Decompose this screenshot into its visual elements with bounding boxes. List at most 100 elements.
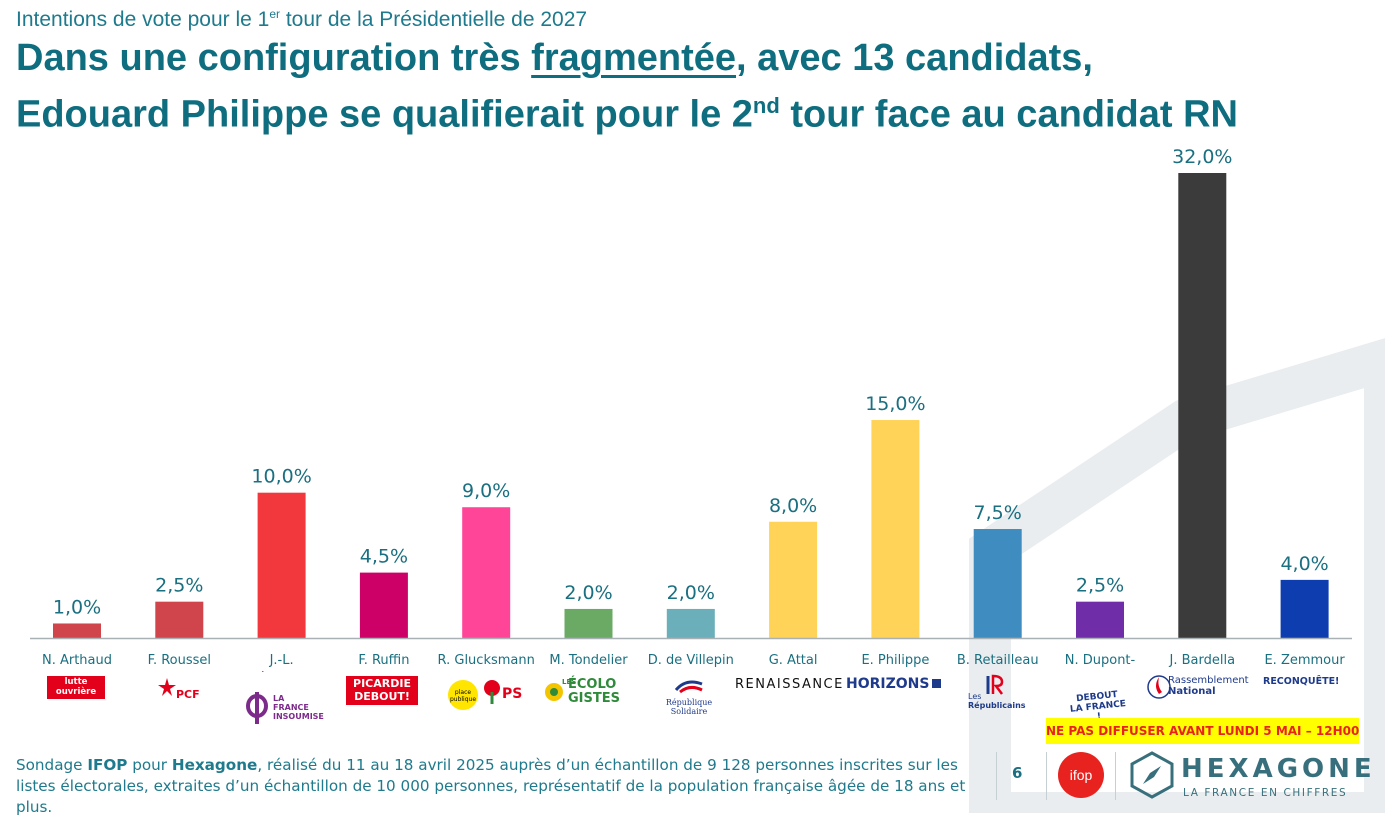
category-label-13: E. Zemmour (1264, 653, 1345, 668)
category-label-3: J.-L. (269, 653, 294, 668)
category-label-1: N. Arthaud (42, 653, 112, 668)
value-label-12: 32,0% (1172, 146, 1232, 168)
lutte-ouvriere-logo: lutte ouvrière (47, 676, 105, 699)
hexagone-tagline: LA FRANCE EN CHIFFRES (1183, 787, 1348, 799)
bar-10 (973, 529, 1022, 638)
sunflower-icon (545, 683, 563, 701)
value-label-1: 1,0% (53, 596, 101, 618)
rassemblement-national-logo: Rassemblement National (1146, 672, 1258, 704)
bar-11 (1076, 601, 1124, 638)
value-label-9: 15,0% (865, 393, 925, 415)
category-label-2: F. Roussel (148, 653, 211, 668)
bar-7 (666, 608, 715, 638)
category-label-10: B. Retailleau (957, 653, 1039, 668)
bar-9 (871, 420, 920, 638)
category-label-6: M. Tondelier (549, 653, 628, 668)
bar-chart: 1,0% N. Arthaud 2,5% F. Roussel 10,0% J.-L. Mé… (30, 146, 1352, 672)
category-label-7: D. de Villepin (648, 653, 734, 668)
footer-source: Sondage IFOP pour Hexagone, réalisé du 1… (16, 755, 976, 818)
eco-text-1: ÉCOLO (568, 677, 617, 692)
title-line1-text: Dans une configuration très (16, 37, 532, 79)
value-label-10: 7,5% (974, 502, 1022, 524)
bar-1 (53, 623, 101, 638)
footer-text-3: , réalisé du 11 au 18 avril 2025 auprès … (16, 756, 966, 816)
category-label-11-line-2: Aignan (1077, 671, 1122, 672)
value-label-5: 9,0% (462, 480, 510, 502)
rn-flame-icon (1147, 675, 1171, 699)
picardie-text-2: DEBOUT! (354, 690, 410, 703)
eco-les-text: LES (562, 678, 577, 686)
rn-text-2: National (1168, 686, 1216, 697)
footer-ifop: IFOP (87, 756, 128, 774)
lr-monogram-icon (986, 674, 1004, 695)
title-line-2: Edouard Philippe se qualifierait pour le… (16, 82, 1238, 139)
bar-2 (155, 601, 204, 638)
subtitle-text-end: tour de la Présidentielle de 2027 (280, 8, 588, 31)
bar-3 (257, 492, 306, 638)
lfi-text-1: LA (273, 694, 285, 703)
title-line2-text: Edouard Philippe se qualifierait pour le… (16, 93, 753, 136)
bar-12 (1178, 173, 1227, 638)
value-label-13: 4,0% (1280, 553, 1328, 575)
title-line2-sup: nd (752, 93, 780, 118)
renaissance-text: RENAISSANCE (735, 677, 844, 692)
footer-divider-2 (1046, 752, 1047, 800)
lfi-text-2: FRANCE (273, 703, 309, 712)
les-republicains-logo: Les Républicains (966, 674, 1028, 710)
page-number: 6 (1012, 764, 1023, 782)
category-label-4: F. Ruffin (358, 653, 409, 668)
lo-logo-text: lutte ouvrière (55, 677, 97, 697)
horizons-logo: HORIZONS (846, 676, 942, 692)
republique-solidaire-logo: République Solidaire (662, 678, 716, 718)
rs-text-2: Solidaire (670, 707, 708, 716)
category-label-12: J. Bardella (1169, 653, 1236, 668)
picardie-debout-logo: PICARDIE DEBOUT! (346, 676, 418, 705)
value-label-11: 2,5% (1076, 575, 1124, 597)
hexagone-brand: HEXAGONE (1181, 754, 1376, 784)
subtitle-text: Intentions de vote pour le 1 (16, 8, 270, 31)
bar-5 (462, 507, 511, 638)
chart-title: Dans une configuration très fragmentée, … (16, 34, 1238, 139)
value-label-3: 10,0% (251, 466, 311, 488)
reconquete-logo: RECONQUÊTE! (1263, 676, 1339, 687)
phi-icon (246, 692, 268, 724)
tricolor-swoosh-icon (674, 680, 703, 694)
footer-divider-1 (996, 752, 997, 800)
ps-rose-icon (484, 680, 500, 704)
value-label-8: 8,0% (769, 495, 817, 517)
bar-8 (769, 521, 818, 638)
title-line-1: Dans une configuration très fragmentée, … (16, 34, 1238, 82)
category-label-11: N. Dupont- (1065, 653, 1136, 668)
rn-text-1: Rassemblement (1168, 675, 1249, 686)
category-label-5: R. Glucksmann (438, 653, 535, 668)
footer-text-2: pour (127, 756, 172, 774)
lfi-logo: LA FRANCE INSOUMISE (245, 690, 325, 726)
picardie-text-1: PICARDIE (353, 677, 411, 690)
footer-text-1: Sondage (16, 756, 88, 774)
bar-13 (1280, 579, 1329, 638)
renaissance-logo: RENAISSANCE (735, 677, 844, 692)
footer-hexagone: Hexagone (171, 756, 258, 774)
bar-4 (359, 572, 408, 638)
lr-text-1: Les (968, 692, 982, 701)
horizons-square-icon (932, 679, 942, 688)
pp-text-2: publique (449, 696, 477, 703)
subtitle-sup: er (269, 7, 281, 21)
pcf-star-icon (158, 678, 176, 696)
value-label-2: 2,5% (155, 575, 203, 597)
value-label-6: 2,0% (564, 582, 612, 604)
eco-text-2: GISTES (568, 691, 620, 706)
value-label-7: 2,0% (667, 582, 715, 604)
category-label-9: E. Philippe (861, 653, 929, 668)
lfi-text-3: INSOUMISE (273, 712, 324, 721)
place-publique-logo: place publique (448, 680, 478, 710)
ps-logo-text: PS (502, 686, 523, 702)
chart-subtitle: Intentions de vote pour le 1er tour de l… (16, 7, 587, 32)
embargo-warning: NE PAS DIFFUSER AVANT LUNDI 5 MAI – 12H0… (1046, 718, 1359, 744)
title-underlined-word: fragmentée (531, 37, 737, 79)
title-line2-end: tour face au candidat RN (779, 93, 1239, 136)
rs-text-1: République (665, 698, 713, 707)
pcf-logo: PCF (156, 676, 206, 706)
ifop-logo: ifop (1058, 752, 1104, 798)
title-line1-end: , avec 13 candidats, (736, 37, 1093, 79)
